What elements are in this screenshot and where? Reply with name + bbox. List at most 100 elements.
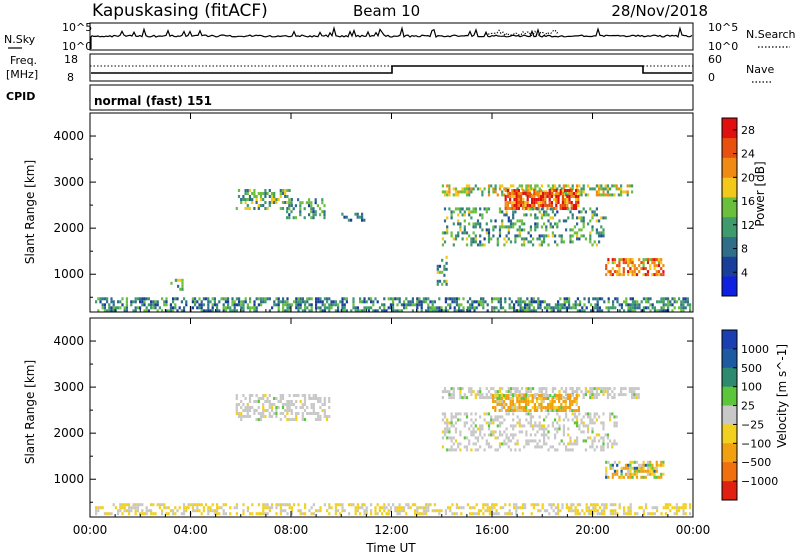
echo-cell xyxy=(485,412,488,416)
echo-cell xyxy=(305,201,308,205)
echo-cell xyxy=(458,297,461,301)
echo-cell xyxy=(270,201,274,204)
echo-cell xyxy=(477,303,480,307)
echo-cell xyxy=(270,198,274,201)
echo-cell xyxy=(141,512,144,516)
echo-cell xyxy=(268,309,271,313)
echo-cell xyxy=(560,397,563,400)
echo-cell xyxy=(611,273,614,277)
echo-cell xyxy=(507,225,510,229)
echo-cell xyxy=(569,210,572,214)
echo-cell xyxy=(609,193,612,197)
echo-cell xyxy=(266,207,269,210)
colorbar-tick-label: 1000 xyxy=(741,343,769,356)
echo-cell xyxy=(627,264,630,268)
echo-cell xyxy=(246,306,249,310)
echo-cell xyxy=(407,300,410,304)
echo-cell xyxy=(532,415,535,419)
echo-cell xyxy=(534,424,537,428)
echo-cell xyxy=(319,397,322,400)
echo-cell xyxy=(303,216,306,220)
echo-cell xyxy=(452,187,455,191)
echo-cell xyxy=(169,509,172,513)
echo-cell xyxy=(620,258,623,262)
echo-cell xyxy=(627,512,630,516)
echo-cell xyxy=(262,406,265,409)
echo-cell xyxy=(474,424,477,428)
echo-cell xyxy=(633,387,636,391)
echo-cell xyxy=(332,300,335,304)
echo-cell xyxy=(568,189,571,192)
echo-cell xyxy=(312,409,315,412)
echo-cell xyxy=(257,418,260,421)
echo-cell xyxy=(454,412,458,416)
echo-cell xyxy=(609,418,612,422)
echo-cell xyxy=(257,204,260,207)
echo-cell xyxy=(174,506,177,510)
echo-cell xyxy=(485,442,488,446)
echo-cell xyxy=(501,190,504,194)
echo-cell xyxy=(242,300,245,304)
echo-cell xyxy=(615,187,618,191)
echo-cell xyxy=(334,509,337,513)
echo-cell xyxy=(515,512,518,516)
echo-cell xyxy=(207,512,210,516)
echo-cell xyxy=(125,509,128,513)
echo-cell xyxy=(325,418,329,421)
echo-cell xyxy=(498,415,502,419)
echo-cell xyxy=(174,278,177,282)
echo-cell xyxy=(662,460,665,464)
echo-cell xyxy=(292,394,296,397)
echo-cell xyxy=(465,184,469,188)
echo-cell xyxy=(587,297,590,301)
echo-cell xyxy=(264,394,267,397)
echo-cell xyxy=(440,509,443,513)
echo-cell xyxy=(582,216,585,220)
echo-cell xyxy=(450,439,453,443)
echo-cell xyxy=(577,195,580,198)
echo-cell xyxy=(237,415,241,418)
echo-cell xyxy=(638,258,641,262)
echo-cell xyxy=(216,303,219,307)
echo-cell xyxy=(631,273,634,277)
echo-cell xyxy=(411,303,414,307)
echo-cell xyxy=(569,406,572,409)
echo-cell xyxy=(268,201,271,204)
echo-cell xyxy=(374,506,377,510)
echo-cell xyxy=(483,237,486,241)
echo-cell xyxy=(154,303,157,307)
echo-cell xyxy=(479,415,482,419)
echo-cell xyxy=(498,409,501,412)
echo-cell xyxy=(301,418,304,421)
echo-cell xyxy=(481,393,484,397)
echo-cell xyxy=(631,184,634,188)
x-tick-label: 12:00 xyxy=(374,523,409,537)
echo-cell xyxy=(248,406,252,409)
echo-cell xyxy=(523,240,526,244)
echo-cell xyxy=(97,506,100,510)
echo-cell xyxy=(590,512,593,516)
echo-cell xyxy=(593,387,596,391)
echo-cell xyxy=(543,509,546,513)
echo-cell xyxy=(174,512,177,516)
echo-cell xyxy=(152,300,155,304)
echo-cell xyxy=(562,184,565,188)
echo-cell xyxy=(538,390,541,394)
echo-cell xyxy=(292,216,295,220)
echo-cell xyxy=(578,193,581,197)
echo-cell xyxy=(141,503,144,507)
echo-cell xyxy=(605,469,608,473)
echo-cell xyxy=(503,439,506,443)
echo-cell xyxy=(286,406,289,409)
echo-cell xyxy=(147,297,150,301)
colorbar-tick-label: 24 xyxy=(741,148,755,161)
echo-cell xyxy=(132,309,135,313)
echo-cell xyxy=(198,503,201,507)
echo-cell xyxy=(534,187,537,191)
echo-cell xyxy=(680,309,683,313)
echo-cell xyxy=(651,273,654,277)
echo-cell xyxy=(564,409,567,412)
echo-cell xyxy=(520,424,524,428)
echo-cell xyxy=(334,506,337,510)
echo-cell xyxy=(321,309,324,313)
